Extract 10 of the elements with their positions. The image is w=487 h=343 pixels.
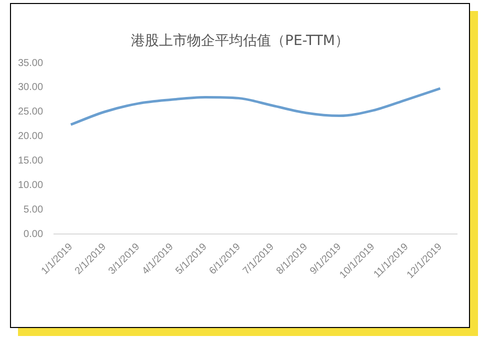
chart-title: 港股上市物企平均估值（PE-TTM） xyxy=(130,32,350,50)
y-tick-label: 35.00 xyxy=(18,58,44,69)
y-tick-label: 20.00 xyxy=(18,131,44,142)
line-series xyxy=(70,87,442,126)
y-tick-label: 0.00 xyxy=(24,228,44,240)
y-tick-label: 30.00 xyxy=(18,82,44,94)
y-tick-label: 15.00 xyxy=(18,155,44,166)
y-tick-label: 10.00 xyxy=(18,180,44,191)
y-tick-label: 25.00 xyxy=(18,106,44,118)
y-tick-label: 5.00 xyxy=(24,204,44,216)
